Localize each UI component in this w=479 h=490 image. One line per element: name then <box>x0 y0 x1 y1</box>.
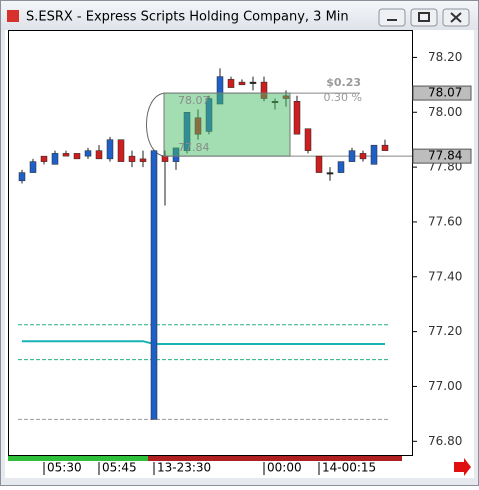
candle-body <box>106 139 114 160</box>
price-label-box <box>412 148 472 164</box>
measure-change: $0.23 <box>326 76 361 89</box>
candle-body <box>128 155 136 162</box>
y-tick-label: 78.20 <box>428 50 462 64</box>
measure-percent: 0.30 % <box>324 91 362 104</box>
x-tick-label: 14-00:15 <box>322 461 376 475</box>
candle-body <box>18 172 26 182</box>
maximize-icon <box>418 12 430 22</box>
maximize-button[interactable] <box>410 8 438 27</box>
session-strip <box>148 456 402 461</box>
indicator-line <box>22 340 385 345</box>
scroll-arrow[interactable] <box>454 458 471 476</box>
window-buttons[interactable] <box>378 8 470 27</box>
minimize-button[interactable] <box>378 8 406 27</box>
y-tick-label: 78.00 <box>428 105 462 119</box>
candle-body <box>304 128 312 151</box>
candle-body <box>227 79 235 88</box>
candle-body <box>359 153 367 160</box>
price-label: 77.84 <box>428 149 462 163</box>
candle-body <box>40 155 48 162</box>
session-strip <box>8 456 148 461</box>
measure-arc <box>146 92 167 157</box>
candle-body <box>293 101 301 135</box>
price-label-box <box>412 85 472 101</box>
y-tick-label: 77.60 <box>428 214 462 228</box>
candle-body <box>73 153 81 160</box>
candle-body <box>370 144 378 165</box>
candle-body <box>95 150 103 160</box>
candle-body <box>348 150 356 162</box>
candle-body <box>238 81 246 86</box>
candle-body <box>315 155 323 173</box>
measure-box <box>163 92 291 157</box>
candle-body <box>29 161 37 173</box>
x-tick-label: 00:00 <box>267 461 302 475</box>
candle-body <box>249 81 257 84</box>
candle-body <box>161 155 169 162</box>
price-label: 78.07 <box>428 86 462 100</box>
candle-body <box>84 150 92 157</box>
candle-body <box>62 153 70 157</box>
chart-title: S.ESRX - Express Scripts Holding Company… <box>26 10 349 25</box>
measure-start-label: 77.84 <box>178 141 210 154</box>
candle-body <box>381 144 389 151</box>
y-tick-label: 77.20 <box>428 324 462 338</box>
x-tick-label: 13-23:30 <box>157 461 211 475</box>
candle-body <box>117 139 125 162</box>
app-icon <box>7 10 19 22</box>
candle-body <box>326 172 334 175</box>
candle-body <box>337 161 345 173</box>
x-tick-label: 05:30 <box>47 461 82 475</box>
candle-body <box>51 153 59 165</box>
candle-body <box>139 158 147 162</box>
y-tick-label: 76.80 <box>428 434 462 448</box>
candle-body <box>150 150 158 420</box>
y-tick-label: 77.00 <box>428 379 462 393</box>
x-tick-label: 05:45 <box>102 461 137 475</box>
y-tick-label: 77.40 <box>428 269 462 283</box>
measure-end-label: 78.07 <box>178 94 210 107</box>
close-icon <box>450 12 462 23</box>
